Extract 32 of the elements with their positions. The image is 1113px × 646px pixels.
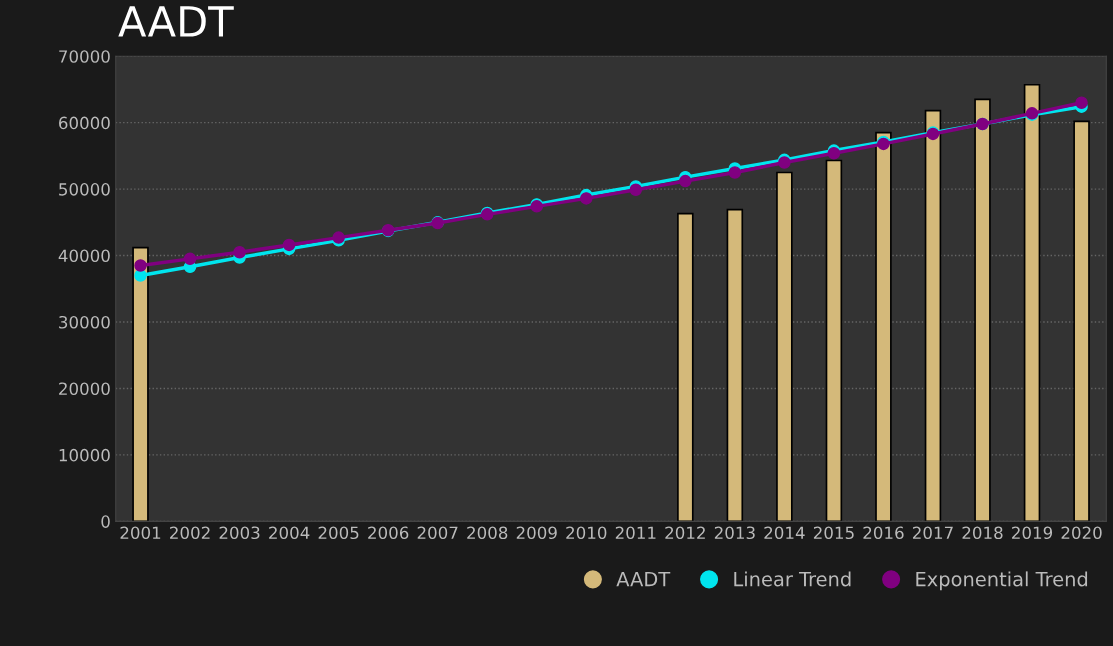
x-tick-label: 2018 bbox=[962, 526, 1003, 540]
x-tick-label: 2010 bbox=[566, 526, 607, 540]
x-tick-label: 2009 bbox=[516, 526, 557, 540]
x-tick-label: 2003 bbox=[219, 526, 260, 540]
x-tick-label: 2017 bbox=[912, 526, 953, 540]
legend-label: Linear Trend bbox=[734, 571, 851, 587]
legend-label: AADT bbox=[616, 571, 671, 587]
chart-title: AADT bbox=[118, 6, 234, 37]
x-tick-label: 2014 bbox=[764, 526, 805, 540]
x-tick-label: 2008 bbox=[467, 526, 508, 540]
y-tick-label: 20000 bbox=[59, 382, 110, 395]
x-tick-label: 2020 bbox=[1061, 526, 1102, 540]
x-tick-label: 2004 bbox=[269, 526, 310, 540]
x-tick-label: 2005 bbox=[318, 526, 359, 540]
y-tick-label: 0 bbox=[101, 515, 110, 528]
x-tick-label: 2019 bbox=[1012, 526, 1053, 540]
y-tick-label: 30000 bbox=[59, 315, 110, 329]
legend-label: Exponential Trend bbox=[916, 571, 1088, 591]
x-tick-label: 2016 bbox=[863, 526, 904, 540]
x-tick-label: 2011 bbox=[615, 526, 656, 540]
x-tick-label: 2001 bbox=[120, 526, 161, 540]
x-tick-label: 2012 bbox=[665, 526, 705, 540]
x-tick-label: 2007 bbox=[417, 526, 458, 540]
y-tick-label: 70000 bbox=[59, 50, 110, 63]
y-tick-label: 40000 bbox=[58, 249, 110, 263]
y-tick-label: 10000 bbox=[59, 448, 110, 462]
x-tick-label: 2015 bbox=[813, 526, 854, 540]
x-tick-label: 2006 bbox=[368, 526, 409, 540]
x-tick-label: 2013 bbox=[714, 526, 755, 540]
x-tick-label: 2002 bbox=[170, 526, 210, 540]
y-tick-label: 60000 bbox=[59, 116, 110, 130]
y-tick-label: 50000 bbox=[59, 183, 110, 196]
